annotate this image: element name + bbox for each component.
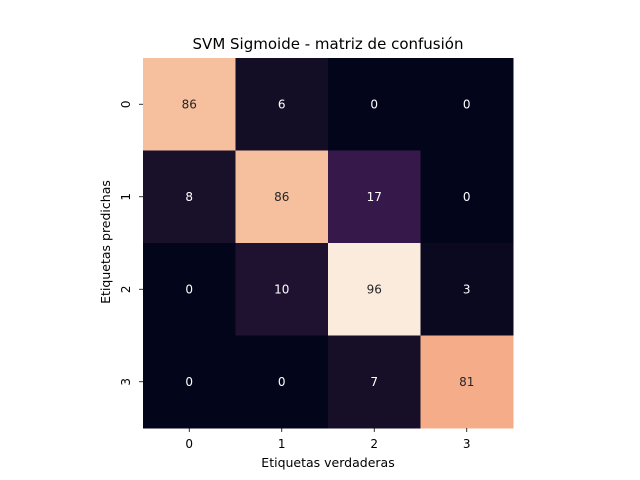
y-tick-label-2: 2	[119, 285, 133, 293]
y-tick-label-3: 3	[119, 378, 133, 386]
cell-value-1-2: 17	[367, 190, 382, 204]
cell-value-1-1: 86	[274, 190, 289, 204]
y-axis: 0 1 2 3	[119, 100, 143, 386]
heatmap-cell-2-3	[420, 243, 514, 336]
cell-value-0-3: 0	[463, 97, 471, 111]
heatmap-cells: 86 6 0 0 8 86 17 0 0 10 96 3 0 0 7 81	[143, 58, 514, 429]
heatmap-cell-1-0	[143, 150, 236, 244]
x-axis-label: Etiquetas verdaderas	[261, 455, 394, 470]
cell-value-2-0: 0	[185, 282, 193, 296]
cell-value-1-3: 0	[463, 190, 471, 204]
heatmap-cell-3-0	[143, 335, 236, 429]
heatmap-cell-2-1	[235, 243, 329, 336]
x-axis: 0 1 2 3	[185, 428, 471, 451]
heatmap-cell-0-0	[143, 58, 236, 151]
cell-value-2-1: 10	[274, 282, 289, 296]
heatmap-cell-3-3	[420, 335, 514, 429]
heatmap-cell-0-3	[420, 58, 514, 151]
x-tick-label-2: 2	[370, 437, 378, 451]
heatmap-cell-3-2	[328, 335, 421, 429]
chart-title: SVM Sigmoide - matriz de confusión	[193, 35, 464, 53]
heatmap-cell-2-0	[143, 243, 236, 336]
cell-value-3-2: 7	[370, 375, 378, 389]
y-tick-label-1: 1	[119, 193, 133, 201]
cell-value-3-3: 81	[459, 375, 474, 389]
y-tick-label-0: 0	[119, 100, 133, 108]
heatmap-cell-2-2	[328, 243, 421, 336]
heatmap-cell-3-1	[235, 335, 329, 429]
cell-value-3-0: 0	[185, 375, 193, 389]
y-axis-label: Etiquetas predichas	[98, 180, 113, 304]
heatmap-cell-0-1	[235, 58, 329, 151]
heatmap-cell-0-2	[328, 58, 421, 151]
heatmap-cell-1-3	[420, 150, 514, 244]
x-tick-label-0: 0	[185, 437, 193, 451]
cell-value-1-0: 8	[185, 190, 193, 204]
cell-value-0-1: 6	[278, 97, 286, 111]
x-tick-label-3: 3	[463, 437, 471, 451]
cell-value-2-3: 3	[463, 282, 471, 296]
x-tick-label-1: 1	[278, 437, 286, 451]
heatmap-cell-1-1	[235, 150, 329, 244]
cell-value-3-1: 0	[278, 375, 286, 389]
cell-value-0-0: 86	[182, 97, 197, 111]
cell-value-0-2: 0	[370, 97, 378, 111]
heatmap-cell-1-2	[328, 150, 421, 244]
cell-value-2-2: 96	[367, 282, 382, 296]
